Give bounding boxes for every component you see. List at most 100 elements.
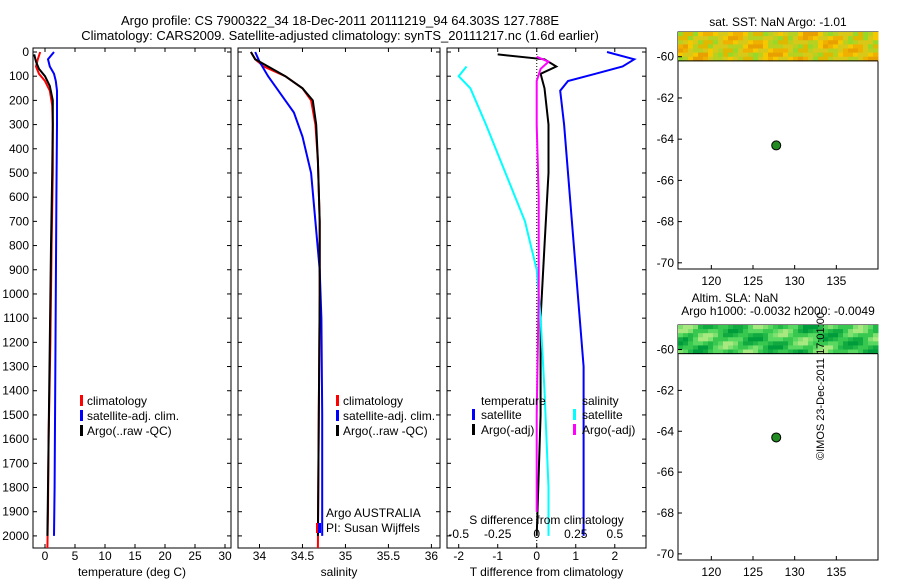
sst_map-heat-cell [753,44,759,49]
sla_map-heat-cell [733,329,739,334]
sst_map-heat-cell [838,48,844,54]
sst_map-heat-cell [743,36,749,41]
salinity-series-argo-raw-qc [250,51,321,536]
sst_map-heat-cell [708,40,714,45]
sla_map-heat-cell [773,349,779,355]
sla_map-heat-cell [848,333,854,338]
sla_map-heat-cell [828,341,834,346]
sst_map-heat-cell [738,44,744,49]
sst_map-heat-cell [848,56,854,62]
sst_map-heat-cell [738,36,744,41]
sla_map-heat-cell [803,345,809,351]
salinity-series-satellite-adj-clim [254,51,324,536]
sst_map-heat-cell [808,36,814,41]
sla_map-heat-cell [783,337,789,342]
sst_map-heat-cell [678,36,684,41]
salinity-xtick-label: 36 [425,549,439,563]
sla_map-heat-cell [728,325,734,330]
temperature-ytick-label: 100 [9,69,29,83]
sla_map-heat-cell [828,337,834,342]
sst_map-heat-cell [753,56,759,62]
sla_map-heat-cell [758,325,764,330]
sst_map-heat-cell [773,36,779,41]
sst_map-heat-cell [688,40,694,45]
sst_map-heat-cell [858,56,864,62]
sla_map-heat-cell [768,345,774,351]
sst_map-heat-cell [843,40,849,45]
sla_map-heat-cell [738,337,744,342]
sst_map-heat-cell [773,52,779,58]
sst_map-heat-cell [818,40,824,45]
sla_map-heat-cell [698,329,704,334]
sla_map-heat-cell [698,337,704,342]
sla_map-heat-cell [738,349,744,355]
sla_map-heat-cell [778,325,784,330]
sla_map-heat-cell [758,333,764,338]
sst_map-heat-cell [853,40,859,45]
sst_map-heat-cell [828,44,834,49]
sla_map-heat-cell [823,325,829,330]
sst_map-heat-cell [783,44,789,49]
sst_map-heat-cell [703,52,709,58]
sst_map-heat-cell [833,32,839,37]
sst_map-heat-cell [768,48,774,54]
sla_map-heat-cell [868,333,874,338]
sst_map-heat-cell [833,52,839,58]
sla_map-heat-cell [833,329,839,334]
sst_map-heat-cell [863,32,869,37]
sst_map-heat-cell [803,52,809,58]
sst_map-heat-cell [678,32,684,37]
sst_map-heat-cell [798,44,804,49]
temperature-ytick-label: 1200 [2,335,29,349]
sst_map-ytick-label: -62 [657,91,675,105]
sst_map-heat-cell [848,52,854,58]
sla_map-heat-cell [688,349,694,355]
sla_map-heat-cell [748,337,754,342]
sst_map-heat-cell [868,56,874,62]
sla_map-heat-cell [848,349,854,355]
sla_map-heat-cell [693,337,699,342]
salinity-legend-swatch [336,425,339,436]
sla_map-heat-cell [788,345,794,351]
sla_map-heat-cell [683,349,689,355]
sla_map-heat-cell [788,329,794,334]
sst_map-heat-cell [683,44,689,49]
sla_map-heat-cell [808,325,814,330]
sst_map-heat-cell [778,36,784,41]
sla_map-heat-cell [873,333,879,338]
sla_map-heat-cell [768,329,774,334]
sst_map-heat-cell [688,36,694,41]
temperature-xtick-label: 30 [218,549,232,563]
sla_map-heat-cell [708,341,714,346]
sst_map-heat-cell [798,52,804,58]
sst_map-heat-cell [713,44,719,49]
sst_map-heat-cell [833,48,839,54]
sla_map-ytick-label: -60 [657,343,675,357]
sla_map-heat-cell [748,333,754,338]
sst_map-heat-cell [818,44,824,49]
sst_map-heat-cell [838,44,844,49]
sst_map-heat-cell [813,32,819,37]
sst_map-heat-cell [773,32,779,37]
sla_map-heat-cell [843,345,849,351]
sst_map-heat-cell [818,56,824,62]
sst_map-heat-cell [798,48,804,54]
sst_map-heat-cell [793,36,799,41]
sla_map-heat-cell [858,325,864,330]
sst_map-heat-cell [733,36,739,41]
sst_map-heat-cell [773,44,779,49]
sla_map-heat-cell [688,325,694,330]
sst_map-heat-cell [848,36,854,41]
sla_map-heat-cell [733,349,739,355]
sst_map-heat-cell [713,36,719,41]
sla_map-heat-cell [863,333,869,338]
sst_map-heat-cell [688,52,694,58]
sst_map-heat-cell [733,48,739,54]
sla_map-heat-cell [863,345,869,351]
sla_map-heat-cell [853,349,859,355]
sst_map-heat-cell [738,40,744,45]
sst_map-heat-cell [718,56,724,62]
sst_map-heat-cell [843,48,849,54]
sla_map-heat-cell [783,329,789,334]
